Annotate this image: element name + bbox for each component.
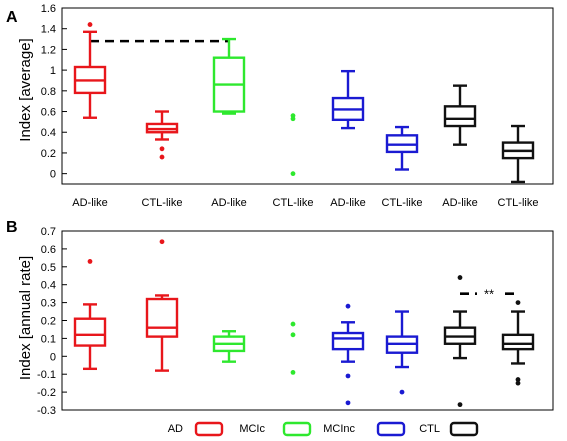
- panel-a-box-5: [331, 69, 365, 130]
- panel-a-xtick-label: AD-like: [330, 197, 365, 209]
- panel-a-ytick-label: 1.2: [41, 44, 56, 56]
- panel-a-xtick-label: CTL-like: [142, 197, 183, 209]
- outlier-point: [290, 171, 296, 177]
- panel-a-ytick-label: 1: [50, 65, 56, 77]
- legend-item-ad: AD: [168, 421, 224, 437]
- panel-b-y-axis: -0.3 -0.2 -0.1 0 0.1 0.2 0.3 0.4 0.5 0.6 0.7: [37, 226, 67, 417]
- panel-b-box-4: [290, 321, 296, 375]
- outlier-point: [159, 239, 165, 245]
- outlier-point: [515, 377, 521, 382]
- panel-b-label: B: [6, 219, 18, 236]
- panel-a-box-8: [501, 124, 535, 184]
- panel-a-ytick-label: 0.4: [41, 127, 56, 139]
- panel-b-ytick-label: 0: [50, 351, 56, 363]
- panel-a-plot: [73, 22, 535, 184]
- panel-b-box-5: [331, 303, 365, 406]
- panel-a-xtick-label: CTL-like: [498, 197, 539, 209]
- panel-a-box-6: [385, 125, 419, 171]
- panel-a-xtick-label: CTL-like: [382, 197, 423, 209]
- panel-b-frame: [61, 230, 554, 411]
- panel-a-ytick-label: 1.6: [41, 3, 56, 15]
- panel-b-ytick-label: 0.5: [41, 262, 56, 274]
- panel-b-box-3: [212, 330, 246, 363]
- iqr-box: [73, 317, 107, 347]
- panel-b-ylabel: Index [annual rate]: [17, 256, 34, 380]
- panel-a-box-2: [145, 110, 179, 160]
- panel-a-ytick-label: 0.2: [41, 148, 56, 160]
- panel-a-box-3: [212, 37, 246, 115]
- outlier-point: [399, 389, 405, 395]
- panel-b-box-2: [145, 239, 179, 372]
- outlier-point: [290, 370, 296, 375]
- legend-label: CTL: [419, 423, 440, 435]
- panel-a-xtick-label: CTL-like: [273, 197, 314, 209]
- outlier-point: [87, 259, 93, 264]
- panel-b-ytick-label: 0.4: [41, 280, 56, 292]
- outlier-point: [515, 380, 521, 386]
- panel-b-ytick-label: 0.6: [41, 244, 56, 256]
- legend-label: MCInc: [323, 423, 355, 435]
- legend: AD MCIc MCInc CTL: [168, 421, 479, 437]
- panel-a-label: A: [6, 9, 18, 26]
- panel-a-x-axis: AD-like CTL-like AD-like CTL-like AD-like CTL…: [72, 197, 538, 209]
- panel-a-box-1: [73, 22, 107, 119]
- panel-b-ytick-label: -0.3: [37, 405, 56, 417]
- outlier-point: [345, 373, 351, 379]
- panel-a-box-4: [290, 113, 296, 177]
- legend-item-mcinc: MCInc: [323, 421, 406, 437]
- outlier-point: [290, 116, 296, 122]
- panel-b-box-7: [443, 275, 477, 408]
- outlier-point: [515, 300, 521, 305]
- legend-swatch: [282, 421, 312, 437]
- iqr-box: [443, 105, 477, 128]
- panel-a-ytick-label: 0.8: [41, 86, 56, 98]
- legend-label: MCIc: [239, 423, 265, 435]
- panel-b-ytick-label: -0.1: [37, 369, 56, 381]
- panel-b-ytick-label: 0.7: [41, 226, 56, 238]
- outlier-point: [457, 402, 463, 408]
- panel-b-annotations: **: [460, 285, 518, 302]
- legend-swatch: [449, 421, 479, 437]
- panel-b-ytick-label: -0.2: [37, 387, 56, 399]
- outlier-point: [345, 303, 351, 309]
- panel-a-ylabel: Index [average]: [17, 38, 34, 141]
- outlier-point: [345, 400, 351, 406]
- legend-item-ctl: CTL: [419, 421, 479, 437]
- outlier-point: [159, 154, 165, 160]
- panel-b-box-1: [73, 259, 107, 371]
- legend-swatch: [194, 421, 224, 437]
- outlier-point: [290, 332, 296, 338]
- iqr-box: [501, 333, 535, 351]
- legend-label: AD: [168, 423, 183, 435]
- panel-b-ytick-label: 0.3: [41, 298, 56, 310]
- panel-a-y-axis: 0 0.2 0.4 0.6 0.8 1 1.2 1.4 1.6: [41, 3, 67, 181]
- panel-b-significance-gap: [477, 285, 501, 300]
- panel-b-significance-marker: **: [484, 287, 494, 302]
- panel-b-ytick-label: 0.1: [41, 333, 56, 345]
- legend-swatch: [376, 421, 406, 437]
- panel-a-frame: [61, 7, 554, 185]
- panel-a-ytick-label: 0.6: [41, 107, 56, 119]
- outlier-point: [290, 321, 296, 327]
- panel-b-plot: [73, 239, 535, 408]
- panel-b-box-6: [385, 310, 419, 395]
- panel-b-ytick-label: 0.2: [41, 316, 56, 328]
- panel-a-xtick-label: AD-like: [442, 197, 477, 209]
- legend-item-mcic: MCIc: [239, 421, 312, 437]
- iqr-box: [331, 331, 365, 351]
- outlier-point: [457, 275, 463, 280]
- outlier-point: [87, 22, 93, 27]
- outlier-point: [159, 146, 165, 152]
- panel-a-xtick-label: AD-like: [211, 197, 246, 209]
- panel-a-xtick-label: AD-like: [72, 197, 107, 209]
- iqr-box: [145, 297, 179, 338]
- panel-a-ytick-label: 0: [50, 169, 56, 181]
- panel-b-box-8: [501, 300, 535, 386]
- panel-a-ytick-label: 1.4: [41, 24, 56, 36]
- panel-a-box-7: [443, 84, 477, 146]
